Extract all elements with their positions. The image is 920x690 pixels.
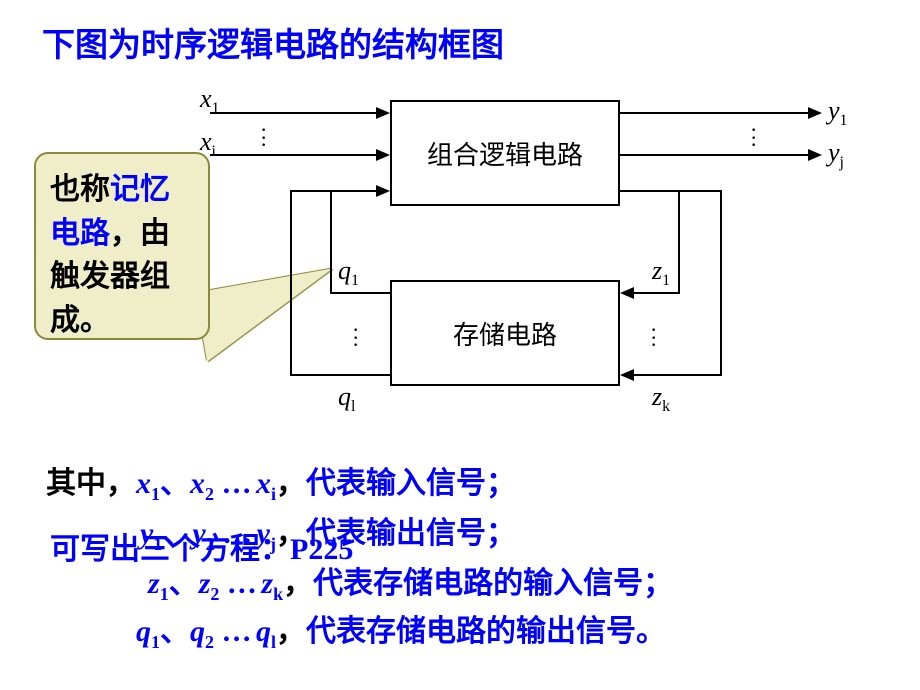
block-diagram: 组合逻辑电路 存储电路 x1 xi ··· y1 yj ··· z1 zk ··… — [190, 72, 880, 432]
arrow-y1 — [808, 107, 822, 119]
vdots-z: ··· — [650, 326, 657, 349]
label-z1: z1 — [652, 256, 670, 290]
line-q1-v — [330, 190, 332, 294]
page-title: 下图为时序逻辑电路的结构框图 — [42, 18, 504, 66]
line-z: z1、z2 … zk，代表存储电路的输入信号； — [148, 558, 673, 605]
line-zk-h1 — [620, 190, 722, 192]
line-q1-h2 — [330, 190, 378, 192]
line-ql-h1 — [290, 374, 390, 376]
line-z1-h2 — [632, 292, 680, 294]
label-ql: ql — [338, 382, 355, 416]
line-y1 — [620, 112, 810, 114]
line-zk-h2 — [632, 374, 722, 376]
label-q1: q1 — [338, 256, 359, 290]
label-x1: x1 — [200, 84, 220, 118]
line-z1-v — [678, 190, 680, 294]
line-yj — [620, 154, 810, 156]
callout-text-1: 也称 — [50, 173, 110, 206]
line-x: 其中，x1、x2 … xi，代表输入信号； — [46, 458, 516, 505]
line-q1-h1 — [330, 292, 390, 294]
label-yj: yj — [828, 138, 844, 172]
arrow-yj — [808, 149, 822, 161]
vdots-x: ··· — [260, 126, 267, 149]
arrow-q1 — [376, 185, 390, 197]
label-y1: y1 — [828, 96, 848, 130]
label-xi: xi — [200, 127, 216, 161]
vdots-q: ··· — [352, 326, 359, 349]
line-x1 — [210, 112, 380, 114]
storage-circuit-box: 存储电路 — [390, 280, 620, 386]
line-ql-v — [290, 190, 292, 376]
box2-label: 存储电路 — [453, 315, 557, 352]
combinational-logic-box: 组合逻辑电路 — [390, 100, 620, 206]
line-ql-h2 — [290, 190, 330, 192]
line-xi — [210, 154, 380, 156]
line-q: q1、q2 … ql，代表存储电路的输出信号。 — [136, 606, 666, 653]
callout-box: 也称记忆电路，由触发器组成。 — [34, 152, 210, 340]
arrow-xi — [376, 149, 390, 161]
line-zk-v — [720, 190, 722, 376]
arrow-x1 — [376, 107, 390, 119]
arrow-zk — [620, 369, 634, 381]
arrow-z1 — [620, 287, 634, 299]
vdots-y: ··· — [750, 126, 757, 149]
label-zk: zk — [652, 382, 670, 416]
box1-label: 组合逻辑电路 — [427, 135, 583, 172]
